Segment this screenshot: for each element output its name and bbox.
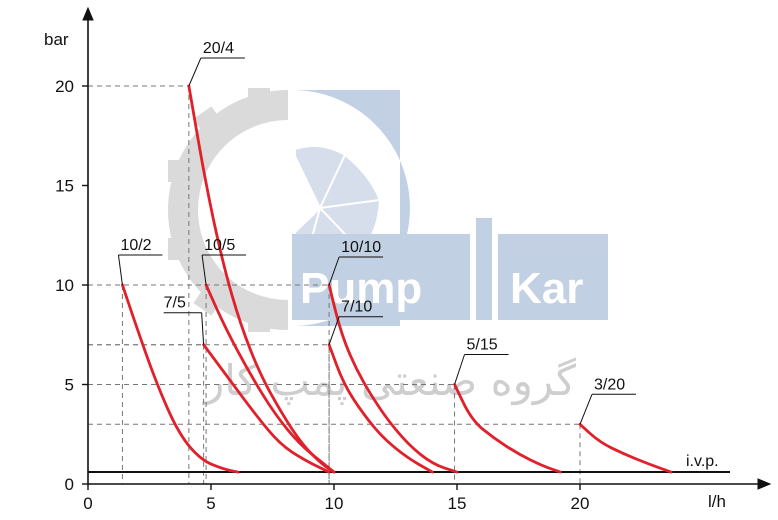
y-tick-label: 20	[55, 77, 74, 96]
x-tick-label: 20	[571, 494, 590, 513]
x-tick-label: 10	[325, 494, 344, 513]
curve-label-10-10: 10/10	[341, 239, 381, 256]
y-tick-label: 5	[65, 376, 74, 395]
curve-label-10-2: 10/2	[120, 237, 151, 254]
curve-5-15	[453, 383, 562, 474]
x-tick-label: 5	[206, 494, 215, 513]
ivp-label: i.v.p.	[686, 453, 719, 470]
ivp-line-group: i.v.p.	[88, 453, 730, 474]
curve-labels: 10/2 7/5 10/5 20/4 7/10 10/10 5/15 3/20	[117, 40, 636, 425]
curve-label-7-10: 7/10	[341, 299, 372, 316]
axes	[82, 6, 772, 490]
y-axis-arrow	[82, 6, 94, 21]
curve-label-leader	[201, 312, 205, 345]
curve-7-10	[327, 343, 434, 474]
curve-7-5	[202, 343, 331, 474]
curve-label-20-4: 20/4	[203, 40, 234, 57]
x-tick-label: 15	[448, 494, 467, 513]
curve-label-5-15: 5/15	[467, 337, 498, 354]
gear-icon	[168, 88, 288, 332]
ticks: 0 5 10 15 20 0 5 10 15 20	[55, 77, 589, 513]
curve-label-leader	[117, 254, 123, 286]
y-tick-label: 15	[55, 177, 74, 196]
curve-label-leader	[579, 394, 593, 425]
y-axis-title: bar	[44, 30, 69, 49]
curve-10-10	[327, 283, 459, 474]
watermark-logo: Pump Kar گروه صنعتی پمپ کار	[168, 88, 608, 406]
y-tick-label: 0	[65, 475, 74, 494]
curve-label-7-5: 7/5	[164, 295, 186, 312]
curve-label-3-20: 3/20	[594, 376, 625, 393]
x-axis-arrow	[757, 478, 772, 490]
curves	[121, 84, 673, 474]
watermark-brand-kar: Kar	[510, 264, 583, 313]
pump-box: Pump Kar	[292, 218, 608, 320]
x-tick-label: 0	[83, 494, 92, 513]
curve-label-leader	[328, 316, 340, 345]
x-axis-title: l/h	[708, 492, 726, 511]
curve-label-leader	[188, 57, 202, 87]
curve-label-10-5: 10/5	[204, 237, 235, 254]
curve-20-4	[187, 84, 336, 474]
curve-10-2	[121, 283, 240, 474]
curve-label-leader	[454, 354, 466, 385]
curve-label-leader	[201, 254, 207, 286]
guide-lines	[88, 85, 581, 484]
y-tick-label: 10	[55, 276, 74, 295]
watermark-brand-pump: Pump	[300, 264, 422, 313]
watermark-persian-text: گروه صنعتی پمپ کار	[202, 356, 576, 406]
curve-3-20	[578, 422, 673, 474]
curve-label-leader	[328, 256, 340, 286]
